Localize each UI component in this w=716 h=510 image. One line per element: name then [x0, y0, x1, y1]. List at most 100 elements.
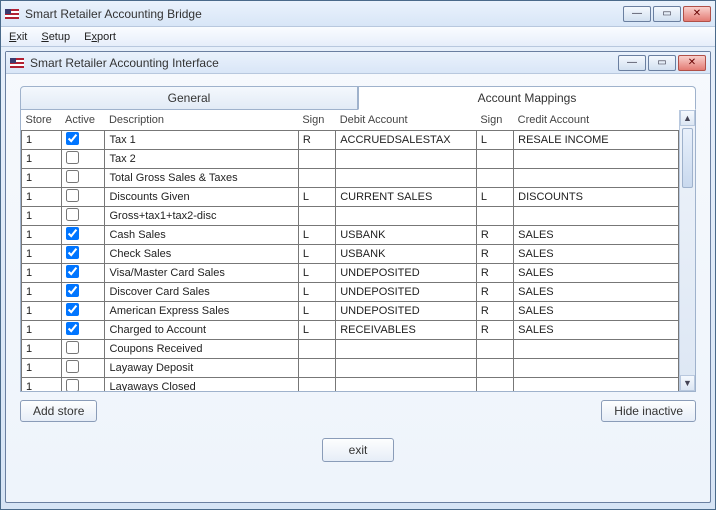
cell-sign[interactable]	[298, 339, 335, 358]
mappings-grid[interactable]: Store Active Description Sign Debit Acco…	[21, 110, 679, 391]
cell-sign[interactable]	[298, 149, 335, 168]
cell-credit[interactable]	[514, 377, 679, 391]
table-row[interactable]: 1Cash SalesLUSBANKRSALES	[22, 225, 679, 244]
cell-store[interactable]: 1	[22, 130, 62, 149]
cell-sign2[interactable]	[476, 149, 513, 168]
cell-sign[interactable]: L	[298, 320, 335, 339]
table-row[interactable]: 1Tax 2	[22, 149, 679, 168]
cell-credit[interactable]	[514, 206, 679, 225]
cell-debit[interactable]	[336, 168, 477, 187]
inner-minimize-button[interactable]: —	[618, 55, 646, 71]
tab-account-mappings[interactable]: Account Mappings	[358, 86, 696, 110]
cell-active[interactable]	[61, 168, 105, 187]
cell-sign[interactable]: L	[298, 225, 335, 244]
table-row[interactable]: 1Visa/Master Card SalesLUNDEPOSITEDRSALE…	[22, 263, 679, 282]
cell-active[interactable]	[61, 149, 105, 168]
active-checkbox[interactable]	[66, 208, 79, 221]
active-checkbox[interactable]	[66, 322, 79, 335]
col-sign[interactable]: Sign	[298, 110, 335, 130]
cell-sign2[interactable]: R	[476, 225, 513, 244]
cell-description[interactable]: Layaway Deposit	[105, 358, 298, 377]
inner-maximize-button[interactable]: ▭	[648, 55, 676, 71]
scroll-down-icon[interactable]: ▼	[680, 375, 695, 391]
active-checkbox[interactable]	[66, 379, 79, 392]
cell-description[interactable]: Layaways Closed	[105, 377, 298, 391]
table-row[interactable]: 1Gross+tax1+tax2-disc	[22, 206, 679, 225]
cell-active[interactable]	[61, 263, 105, 282]
cell-sign[interactable]: L	[298, 187, 335, 206]
cell-store[interactable]: 1	[22, 149, 62, 168]
cell-sign2[interactable]: L	[476, 130, 513, 149]
cell-credit[interactable]: SALES	[514, 282, 679, 301]
col-credit[interactable]: Credit Account	[514, 110, 679, 130]
cell-active[interactable]	[61, 320, 105, 339]
cell-active[interactable]	[61, 358, 105, 377]
cell-store[interactable]: 1	[22, 358, 62, 377]
cell-debit[interactable]: USBANK	[336, 244, 477, 263]
cell-store[interactable]: 1	[22, 244, 62, 263]
cell-credit[interactable]	[514, 168, 679, 187]
table-row[interactable]: 1Tax 1RACCRUEDSALESTAXLRESALE INCOME	[22, 130, 679, 149]
table-row[interactable]: 1American Express SalesLUNDEPOSITEDRSALE…	[22, 301, 679, 320]
cell-credit[interactable]	[514, 149, 679, 168]
active-checkbox[interactable]	[66, 360, 79, 373]
inner-close-button[interactable]: ✕	[678, 55, 706, 71]
col-store[interactable]: Store	[22, 110, 62, 130]
cell-sign2[interactable]: R	[476, 244, 513, 263]
cell-credit[interactable]: SALES	[514, 320, 679, 339]
cell-credit[interactable]: DISCOUNTS	[514, 187, 679, 206]
cell-debit[interactable]: CURRENT SALES	[336, 187, 477, 206]
cell-sign[interactable]	[298, 206, 335, 225]
cell-store[interactable]: 1	[22, 263, 62, 282]
active-checkbox[interactable]	[66, 265, 79, 278]
cell-debit[interactable]: USBANK	[336, 225, 477, 244]
cell-active[interactable]	[61, 301, 105, 320]
col-debit[interactable]: Debit Account	[336, 110, 477, 130]
tab-general[interactable]: General	[20, 86, 358, 110]
cell-store[interactable]: 1	[22, 377, 62, 391]
cell-sign2[interactable]	[476, 339, 513, 358]
inner-titlebar[interactable]: Smart Retailer Accounting Interface — ▭ …	[6, 52, 710, 74]
cell-sign2[interactable]	[476, 168, 513, 187]
cell-description[interactable]: Gross+tax1+tax2-disc	[105, 206, 298, 225]
cell-credit[interactable]	[514, 339, 679, 358]
cell-debit[interactable]	[336, 149, 477, 168]
cell-debit[interactable]	[336, 339, 477, 358]
active-checkbox[interactable]	[66, 132, 79, 145]
menu-exit[interactable]: Exit	[9, 31, 27, 43]
cell-sign[interactable]: L	[298, 263, 335, 282]
table-row[interactable]: 1Total Gross Sales & Taxes	[22, 168, 679, 187]
cell-debit[interactable]	[336, 358, 477, 377]
cell-sign[interactable]: L	[298, 282, 335, 301]
menu-setup[interactable]: Setup	[41, 31, 70, 43]
cell-sign2[interactable]: R	[476, 301, 513, 320]
cell-active[interactable]	[61, 339, 105, 358]
active-checkbox[interactable]	[66, 303, 79, 316]
table-row[interactable]: 1Discounts GivenLCURRENT SALESLDISCOUNTS	[22, 187, 679, 206]
cell-debit[interactable]: UNDEPOSITED	[336, 263, 477, 282]
cell-credit[interactable]: SALES	[514, 263, 679, 282]
scroll-thumb[interactable]	[682, 128, 693, 188]
active-checkbox[interactable]	[66, 341, 79, 354]
cell-debit[interactable]	[336, 377, 477, 391]
table-row[interactable]: 1Charged to AccountLRECEIVABLESRSALES	[22, 320, 679, 339]
table-row[interactable]: 1 Coupons Received	[22, 339, 679, 358]
cell-description[interactable]: Cash Sales	[105, 225, 298, 244]
menu-export[interactable]: Export	[84, 31, 116, 43]
minimize-button[interactable]: —	[623, 6, 651, 22]
cell-description[interactable]: Check Sales	[105, 244, 298, 263]
cell-description[interactable]: Coupons Received	[105, 339, 298, 358]
cell-credit[interactable]: SALES	[514, 301, 679, 320]
outer-titlebar[interactable]: Smart Retailer Accounting Bridge — ▭ ✕	[1, 1, 715, 27]
active-checkbox[interactable]	[66, 284, 79, 297]
cell-store[interactable]: 1	[22, 168, 62, 187]
cell-active[interactable]	[61, 130, 105, 149]
vertical-scrollbar[interactable]: ▲ ▼	[679, 110, 695, 391]
col-active[interactable]: Active	[61, 110, 105, 130]
cell-credit[interactable]: SALES	[514, 225, 679, 244]
col-description[interactable]: Description	[105, 110, 298, 130]
table-row[interactable]: 1 Layaways Closed	[22, 377, 679, 391]
cell-sign[interactable]: L	[298, 301, 335, 320]
cell-store[interactable]: 1	[22, 339, 62, 358]
cell-sign[interactable]: R	[298, 130, 335, 149]
